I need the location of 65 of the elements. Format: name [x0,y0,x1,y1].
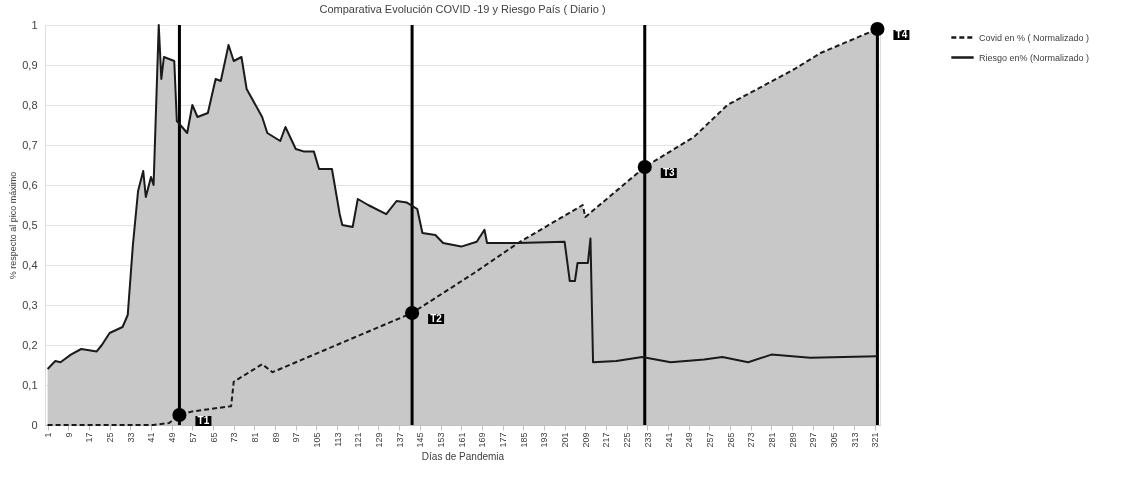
y-tick-label: 0,9 [22,58,38,71]
chart-title: Comparativa Evolución COVID -19 y Riesgo País ( Diario ) [319,3,606,15]
x-tick-label: 225 [622,432,633,448]
legend-label: Riesgo en% (Normalizado ) [979,52,1090,63]
legend-label: Covid en % ( Normalizado ) [979,32,1090,43]
point [405,305,420,321]
x-tick-label: 233 [642,432,653,448]
x-tick-label: 313 [849,432,860,448]
x-tick-label: 113 [332,432,343,447]
y-tick-label: 0,5 [22,218,38,231]
y-tick-label: 0,8 [22,98,38,111]
ref-line-label: T3 [662,167,676,178]
x-tick-label: 73 [229,432,240,443]
point [870,21,885,37]
x-tick-label: 185 [518,432,529,448]
x-tick-label: 33 [125,432,136,443]
x-axis-title: Días de Pandemia [421,450,505,462]
x-tick-label: 281 [766,432,777,448]
x-tick-label: 201 [560,432,571,448]
x-tick-label: 241 [663,432,674,448]
x-tick-label: 25 [105,432,116,443]
x-tick-label: 169 [477,432,488,448]
x-tick-label: 9 [63,432,74,438]
y-tick-label: 0,2 [22,338,38,351]
x-tick-label: 1 [43,432,54,438]
x-tick-label: 305 [828,432,839,448]
x-tick-label: 289 [787,432,798,448]
x-tick-label: 105 [311,432,322,448]
x-tick-label: 49 [167,432,178,443]
x-tick-label: 17 [84,432,95,443]
x-tick-label: 177 [498,432,509,448]
y-tick-label: 0,1 [22,378,38,391]
x-tick-label: 265 [725,432,736,448]
point [172,407,187,423]
x-tick-label: 193 [539,432,550,448]
x-tick-label: 97 [291,432,302,443]
x-tick-label: 249 [684,432,695,448]
x-tick-label: 65 [208,432,219,443]
ref-line-label: T1 [197,415,210,426]
x-tick-label: 321 [870,432,881,448]
ref-line-label: T4 [895,29,908,40]
x-tick-label: 145 [415,432,426,448]
x-tick-label: 57 [187,432,198,443]
x-tick-label: 273 [746,432,757,448]
x-tick-label: 41 [146,432,157,443]
y-tick-label: 0 [31,418,38,431]
y-tick-label: 0,6 [22,178,38,191]
x-tick-label: 153 [436,432,447,448]
y-axis-title: % respecto al pico máximo [8,171,19,280]
x-tick-label: 297 [808,432,819,448]
ref-line-label: T2 [430,313,443,324]
x-tick-label: 89 [270,432,281,443]
y-tick-label: 0,7 [22,138,38,151]
y-tick-label: 1 [31,18,38,31]
y-tick-label: 0,3 [22,298,38,311]
point [637,159,652,175]
x-tick-label: 129 [373,432,384,448]
x-tick-label: 137 [394,432,405,448]
x-tick-label: 161 [456,432,467,448]
x-tick-label: 121 [353,432,364,448]
x-tick-label: 257 [704,432,715,448]
x-tick-label: 209 [580,432,591,448]
x-tick-label: 217 [601,432,612,448]
x-tick-label: 81 [249,432,260,443]
y-tick-label: 0,4 [22,258,38,271]
